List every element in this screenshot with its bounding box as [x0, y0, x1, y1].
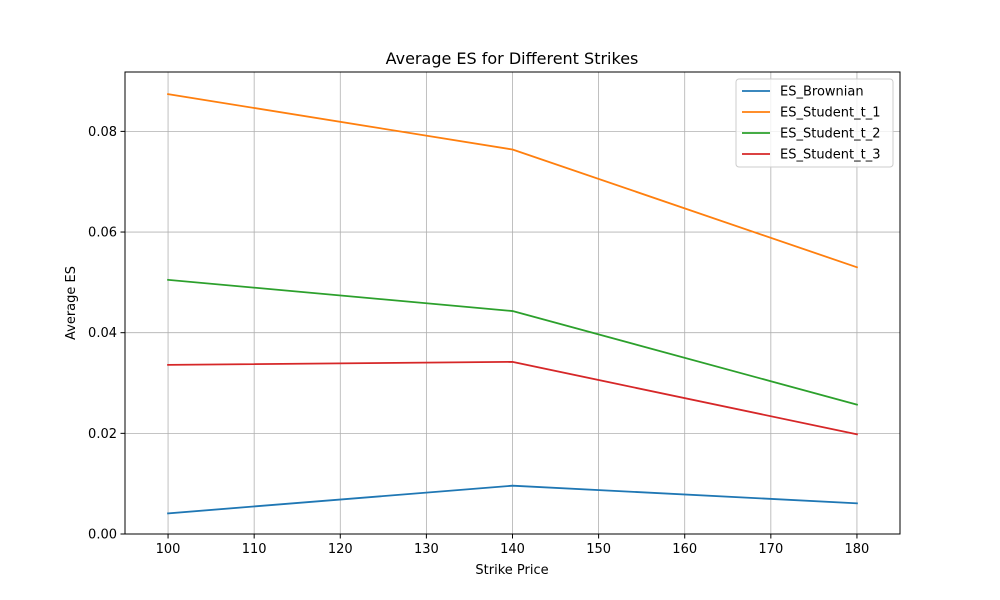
- y-tick-label: 0.04: [88, 326, 117, 341]
- x-tick-label: 100: [156, 542, 181, 557]
- series-line-es-brownian: [167, 484, 858, 515]
- x-tick-label: 130: [414, 542, 439, 557]
- y-tick-label: 0.06: [88, 226, 117, 241]
- x-tick-label: 170: [758, 542, 783, 557]
- x-tick-label: 120: [328, 542, 353, 557]
- legend-label-es-brownian: ES_Brownian: [780, 85, 864, 100]
- series-line-es-student-t-1: [167, 93, 859, 269]
- y-tick-label: 0.08: [88, 125, 117, 140]
- legend-box: [735, 78, 894, 168]
- series-line-es-student-t-2: [167, 278, 859, 406]
- x-axis-label: Strike Price: [475, 563, 548, 578]
- x-tick-label: 180: [845, 542, 870, 557]
- legend-label-es-student-t-1: ES_Student_t_1: [780, 106, 881, 121]
- y-tick-label: 0.02: [88, 427, 117, 442]
- legend: ES_Brownian ES_Student_t_1 ES_Student_t_2 E…: [735, 78, 894, 168]
- legend-label-es-student-t-2: ES_Student_t_2: [780, 127, 881, 142]
- x-tick-label: 110: [242, 542, 267, 557]
- series-line-es-student-t-3: [167, 360, 859, 436]
- legend-label-es-student-t-3: ES_Student_t_3: [780, 148, 881, 163]
- series-lines: [167, 93, 859, 515]
- y-axis-label: Average ES: [64, 266, 79, 340]
- x-tick-label: 150: [586, 542, 611, 557]
- chart-title: Average ES for Different Strikes: [386, 49, 639, 68]
- y-axis-ticks: 0.00 0.02 0.04 0.06 0.08: [88, 125, 125, 543]
- x-axis-ticks: 100 110 120 130 140 150 160 170 180: [156, 534, 870, 557]
- x-tick-label: 160: [672, 542, 697, 557]
- x-tick-label: 140: [500, 542, 525, 557]
- y-tick-label: 0.00: [88, 528, 117, 543]
